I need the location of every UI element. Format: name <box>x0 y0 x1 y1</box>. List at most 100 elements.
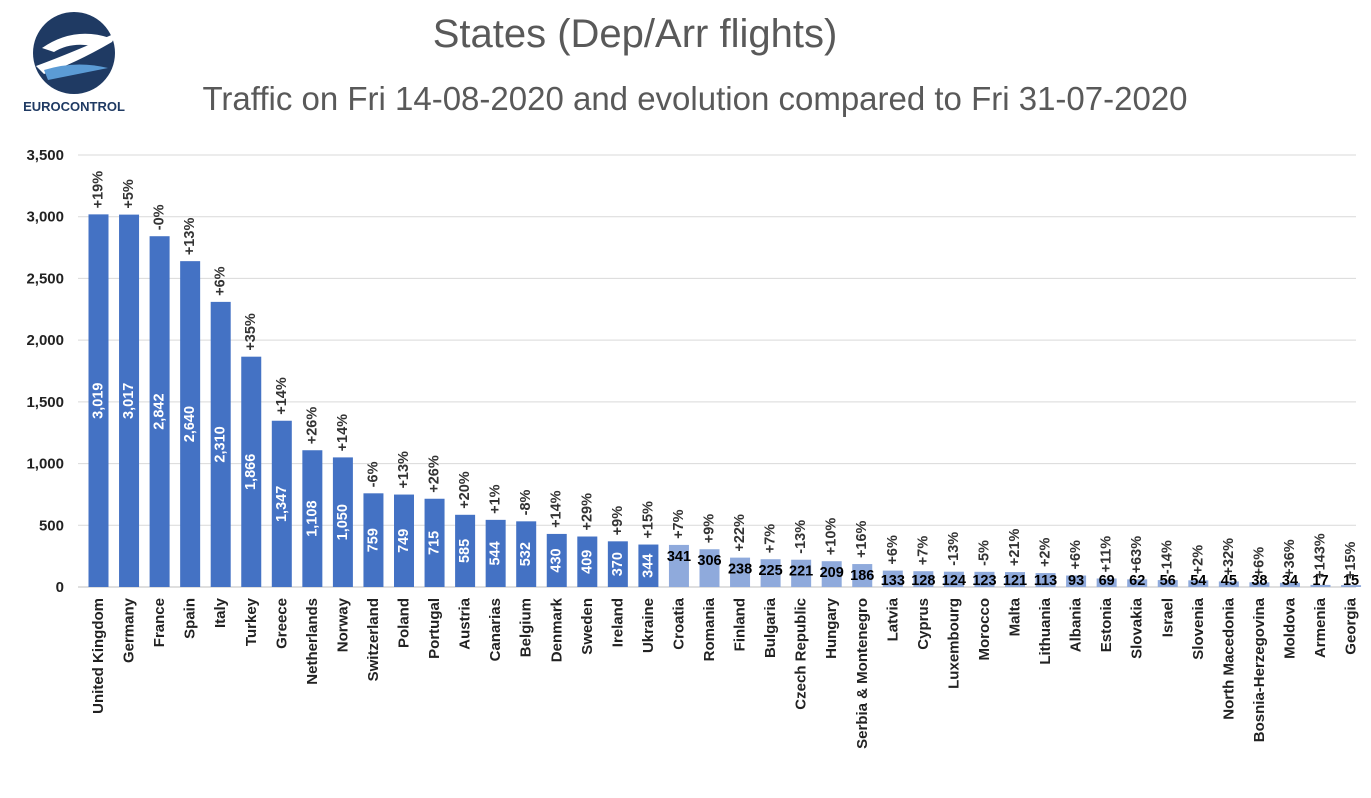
change-label: +15% <box>640 501 656 539</box>
bar-value-label: 34 <box>1282 573 1298 589</box>
x-tick-label: Malta <box>1007 597 1024 636</box>
bar-value-label: 1,050 <box>335 504 351 540</box>
change-label: +11% <box>1099 536 1115 573</box>
x-tick-label: Switzerland <box>365 598 382 681</box>
bar-value-label: 128 <box>911 573 935 589</box>
bar <box>485 519 506 587</box>
bar <box>1005 572 1025 587</box>
bar-value-label: 430 <box>549 548 565 572</box>
bar-value-label: 17 <box>1312 573 1328 589</box>
change-label: +6% <box>213 266 229 296</box>
x-tick-label: Slovakia <box>1129 597 1146 659</box>
x-tick-label: Norway <box>334 597 351 652</box>
x-tick-label: Canarias <box>487 598 504 661</box>
change-label: +19% <box>91 171 107 209</box>
y-axis: 0 500 1,000 1,500 2,000 2,500 3,000 3,500 <box>26 147 64 596</box>
bar <box>180 261 201 587</box>
bar-value-label: 409 <box>579 550 595 574</box>
bar-value-label: 221 <box>789 564 813 580</box>
bar-value-label: 585 <box>457 539 473 563</box>
x-tick-label: United Kingdom <box>90 598 107 714</box>
x-tick-label: Cyprus <box>915 598 932 650</box>
x-tick-label: Bosnia-Herzegovina <box>1251 597 1268 742</box>
x-tick-label: Albania <box>1068 597 1085 652</box>
change-label: +32% <box>1221 538 1237 576</box>
bar <box>302 450 323 587</box>
x-tick-label: Denmark <box>548 597 565 662</box>
bar-value-label: 344 <box>640 554 656 578</box>
change-label: +63% <box>1129 536 1145 574</box>
bar <box>516 521 537 587</box>
bar <box>88 214 109 587</box>
x-tick-label: Ireland <box>609 598 626 647</box>
bar <box>1157 580 1178 587</box>
x-tick-label: Bulgaria <box>762 597 779 658</box>
change-label: +9% <box>702 514 718 544</box>
bar-value-label: 2,640 <box>182 406 198 442</box>
change-label: +5% <box>121 179 137 209</box>
change-label: -6% <box>365 461 381 487</box>
bar <box>760 559 781 587</box>
bar-value-label: 121 <box>1003 573 1027 589</box>
bar <box>241 356 262 587</box>
change-label: -14% <box>1160 540 1176 574</box>
change-label: +26% <box>427 455 443 493</box>
y-tick-label: 2,000 <box>26 332 64 349</box>
change-label: +35% <box>243 313 259 351</box>
change-label: +15% <box>1343 542 1359 580</box>
change-label: +6% <box>1068 540 1084 570</box>
x-tick-label: Armenia <box>1312 597 1329 658</box>
change-label: +143% <box>1313 533 1329 579</box>
change-label: +2% <box>1038 538 1054 568</box>
bar-value-label: 133 <box>881 573 905 589</box>
bar-value-label: 62 <box>1129 573 1145 589</box>
x-tick-label: Croatia <box>670 597 687 649</box>
y-tick-label: 2,500 <box>26 270 64 287</box>
bar <box>271 420 292 587</box>
bar <box>821 561 842 587</box>
change-label: +1% <box>488 484 504 514</box>
bar <box>210 301 231 587</box>
x-tick-label: Ukraine <box>640 598 657 653</box>
bar-value-label: 749 <box>396 529 412 553</box>
bar-value-label: 225 <box>758 563 782 579</box>
bar-value-label: 56 <box>1160 573 1176 589</box>
bar-value-label: 1,108 <box>304 500 320 536</box>
y-tick-label: 0 <box>56 579 64 596</box>
x-tick-label: Romania <box>701 597 718 661</box>
x-tick-label: Georgia <box>1343 597 1360 654</box>
x-tick-label: France <box>151 598 168 647</box>
bar <box>668 544 689 587</box>
bar <box>1341 585 1362 587</box>
bars: 3,019 +19% 3,017 +5% 2,842 -0% 2,640 +13% 2,310 +… <box>88 171 1362 589</box>
bar-value-label: 759 <box>365 528 381 552</box>
x-tick-label: Serbia & Montenegro <box>854 598 871 749</box>
bar-value-label: 124 <box>942 573 966 589</box>
bar-value-label: 54 <box>1190 573 1206 589</box>
bar <box>1066 575 1087 587</box>
bar-value-label: 93 <box>1068 573 1084 589</box>
change-label: -8% <box>518 489 534 515</box>
bar <box>699 549 720 587</box>
bar-value-label: 532 <box>518 542 534 566</box>
x-tick-label: Greece <box>273 598 290 649</box>
change-label: +2% <box>1190 545 1206 575</box>
bar <box>1279 582 1300 587</box>
change-label: +26% <box>304 407 320 445</box>
x-tick-label: Netherlands <box>304 598 321 685</box>
y-tick-label: 1,000 <box>26 456 64 473</box>
bar-value-label: 3,019 <box>91 383 107 419</box>
x-tick-label: Lithuania <box>1037 597 1054 664</box>
bar-value-label: 1,866 <box>243 454 259 490</box>
bar-value-label: 2,310 <box>213 426 229 462</box>
change-label: +29% <box>579 493 595 531</box>
bar <box>1127 579 1148 587</box>
x-tick-label: Sweden <box>579 598 596 655</box>
bar-value-label: 306 <box>697 553 721 569</box>
bar <box>638 544 659 587</box>
x-tick-label: Poland <box>396 598 413 648</box>
x-tick-label: Spain <box>182 598 199 639</box>
change-label: +9% <box>610 506 626 536</box>
bar-value-label: 123 <box>972 573 996 589</box>
